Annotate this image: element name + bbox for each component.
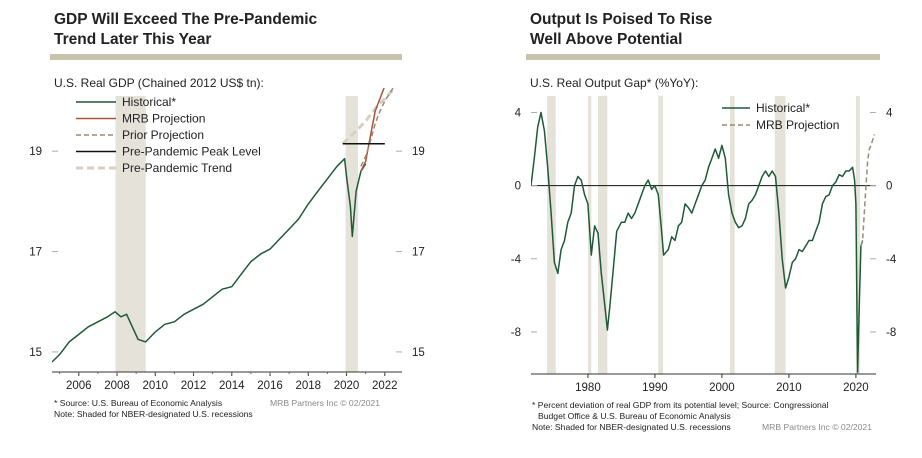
recession-band: [597, 96, 608, 374]
series-line-0: [52, 157, 367, 363]
chart-title-line-2: Well Above Potential: [530, 31, 683, 48]
footnote-note: Note: Shaded for NBER-designated U.S. re…: [54, 409, 253, 419]
chart-title: Output Is Poised To Rise Well Above Pote…: [530, 10, 712, 50]
legend-label-1: MRB Projection: [122, 112, 205, 126]
y-tick-label-right: 19: [412, 146, 425, 158]
y-tick-label-left: 0: [515, 181, 521, 193]
footnote-note: Note: Shaded for NBER-designated U.S. re…: [532, 422, 731, 432]
x-tick-label: 2018: [295, 380, 321, 392]
x-tick-label: 2010: [142, 380, 168, 392]
x-tick-label: 2020: [843, 382, 869, 394]
chart-title-line-2: Trend Later This Year: [54, 31, 212, 48]
y-tick-label-left: -4: [511, 254, 522, 266]
x-tick-label: 2012: [181, 380, 207, 392]
legend-label-0: Historical*: [122, 95, 176, 109]
recession-band: [658, 96, 663, 374]
y-tick-label-right: 4: [886, 107, 893, 119]
title-rule: [50, 54, 402, 60]
x-tick-label: 2008: [104, 380, 130, 392]
credit-text: MRB Partners Inc © 02/2021: [270, 398, 380, 408]
recession-band: [855, 96, 860, 374]
x-tick-label: 2006: [66, 380, 92, 392]
y-tick-label-right: 15: [412, 347, 425, 359]
y-tick-label-right: 0: [886, 181, 892, 193]
chart-title: GDP Will Exceed The Pre-Pandemic Trend L…: [54, 10, 317, 50]
legend-label-2: Prior Projection: [122, 128, 204, 142]
legend-label-0: Historical*: [756, 101, 810, 115]
y-tick-label-left: 4: [515, 107, 522, 119]
series-line-1: [860, 134, 876, 247]
chart-subtitle: U.S. Real GDP (Chained 2012 US$ tn):: [54, 76, 264, 90]
y-tick-label-right: -8: [886, 327, 896, 339]
recession-band: [729, 96, 735, 374]
x-tick-label: 2010: [776, 382, 802, 394]
y-tick-label-left: 15: [29, 347, 42, 359]
y-tick-label-left: 19: [29, 146, 42, 158]
x-tick-label: 2022: [372, 380, 398, 392]
series-line-0: [531, 111, 864, 373]
x-tick-label: 1980: [575, 382, 601, 394]
recession-band: [547, 96, 556, 374]
series-line-4: [341, 88, 397, 145]
y-tick-label-right: -4: [886, 254, 897, 266]
x-tick-label: 2020: [334, 380, 360, 392]
footnote-source: * Source: U.S. Bureau of Economic Analys…: [54, 398, 223, 408]
title-rule: [526, 54, 880, 60]
y-tick-label-right: 17: [412, 247, 425, 259]
credit-text: MRB Partners Inc © 02/2021: [762, 422, 872, 432]
x-tick-label: 2014: [219, 380, 245, 392]
chart-title-line-1: GDP Will Exceed The Pre-Pandemic: [54, 11, 318, 28]
y-tick-label-left: -8: [511, 327, 521, 339]
recession-band: [115, 96, 146, 372]
x-tick-label: 1990: [642, 382, 668, 394]
output-gap-chart-panel: Output Is Poised To Rise Well Above Pote…: [450, 0, 922, 458]
legend-label-1: MRB Projection: [756, 118, 839, 132]
x-tick-label: 2016: [257, 380, 283, 392]
legend-label-3: Pre-Pandemic Peak Level: [122, 145, 261, 159]
series-line-1: [360, 88, 385, 172]
chart-title-line-1: Output Is Poised To Rise: [530, 11, 713, 28]
y-tick-label-left: 17: [29, 247, 42, 259]
footnote-source-cont: Budget Office & U.S. Bureau of Economic …: [538, 411, 731, 421]
gdp-chart-panel: GDP Will Exceed The Pre-Pandemic Trend L…: [0, 0, 425, 458]
footnote-source: * Percent deviation of real GDP from its…: [532, 400, 829, 410]
x-tick-label: 2000: [709, 382, 735, 394]
gdp-line-chart: 2006 2008 2010 2012 2014 2016 2018 2020 2022 15 15…: [29, 88, 425, 392]
series-line-2: [360, 88, 394, 167]
legend-label-4: Pre-Pandemic Trend: [122, 161, 232, 175]
chart-subtitle: U.S. Real Output Gap* (%YoY):: [530, 76, 699, 90]
output-gap-line-chart: 1980 1990 2000 2010 2020 4 4 0 0 -4 -4 -8 -8 Historic…: [511, 96, 897, 394]
